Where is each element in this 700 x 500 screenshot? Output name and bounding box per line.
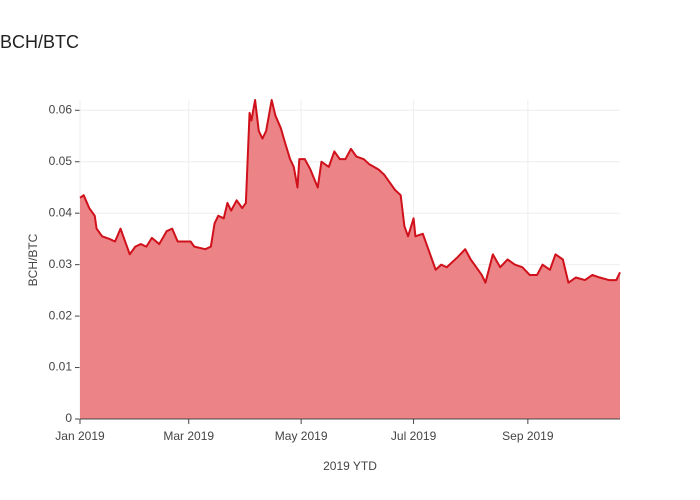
x-tick-label: Sep 2019	[502, 429, 554, 443]
y-tick-label: 0.06	[49, 102, 73, 116]
x-tick-label: May 2019	[275, 429, 328, 443]
chart-title: BCH/BTC	[0, 32, 79, 52]
x-tick-label: Jan 2019	[55, 429, 105, 443]
x-tick-label: Jul 2019	[391, 429, 437, 443]
line	[79, 99, 621, 284]
x-tick-label: Mar 2019	[163, 429, 214, 443]
y-tick-label: 0.04	[49, 205, 73, 219]
y-tick-label: 0.03	[49, 257, 73, 271]
area-fill	[80, 100, 620, 419]
y-axis-label: BCH/BTC	[26, 233, 40, 286]
y-tick-label: 0.01	[49, 360, 73, 374]
x-axis-label: 2019 YTD	[323, 459, 377, 473]
y-tick-label: 0.05	[49, 154, 73, 168]
y-tick-label: 0.02	[49, 308, 73, 322]
y-tick-label: 0	[65, 411, 72, 425]
